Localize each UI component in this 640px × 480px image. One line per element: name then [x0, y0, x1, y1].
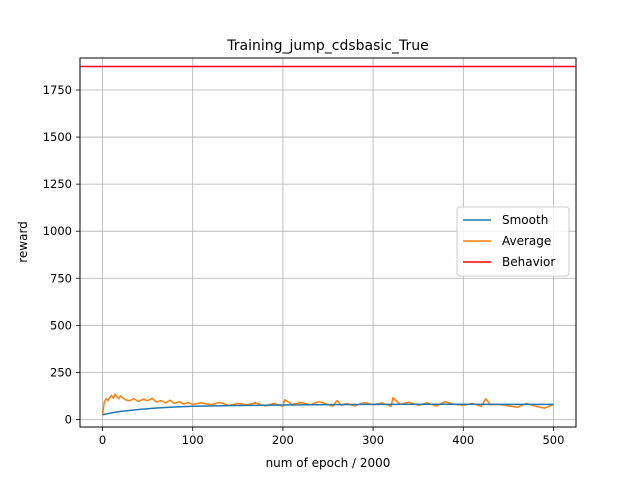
- legend-label-behavior: Behavior: [502, 255, 555, 269]
- y-tick-label: 500: [50, 318, 72, 332]
- series-line-smooth: [102, 403, 554, 416]
- plot-frame: [79, 57, 577, 428]
- series-layer: [80, 65, 576, 416]
- x-tick-label: 0: [99, 433, 106, 447]
- y-tick-label: 1000: [43, 224, 72, 238]
- x-tick-label: 400: [452, 433, 474, 447]
- y-tick-label: 1250: [43, 177, 72, 191]
- x-axis-label: num of epoch / 2000: [266, 456, 391, 470]
- y-tick-label: 250: [50, 365, 72, 379]
- y-tick-label: 1500: [43, 130, 72, 144]
- x-tick-label: 500: [542, 433, 564, 447]
- y-tick-label: 0: [65, 412, 72, 426]
- legend-label-average: Average: [502, 234, 551, 248]
- x-tick-label: 200: [272, 433, 294, 447]
- legend-label-smooth: Smooth: [502, 213, 548, 227]
- legend-box: [456, 206, 570, 277]
- y-tick-label: 1750: [43, 83, 72, 97]
- y-tick-label: 750: [50, 271, 72, 285]
- legend: Smooth Average Behavior: [456, 206, 570, 277]
- x-tick-label: 300: [362, 433, 384, 447]
- y-axis-label: reward: [16, 221, 30, 263]
- x-tick-label: 100: [182, 433, 204, 447]
- chart-title: Training_jump_cdsbasic_True: [226, 38, 429, 54]
- ticks: 0 100 200 300 400 500 0 250 500 750 1000 1250 1500 17…: [43, 83, 565, 447]
